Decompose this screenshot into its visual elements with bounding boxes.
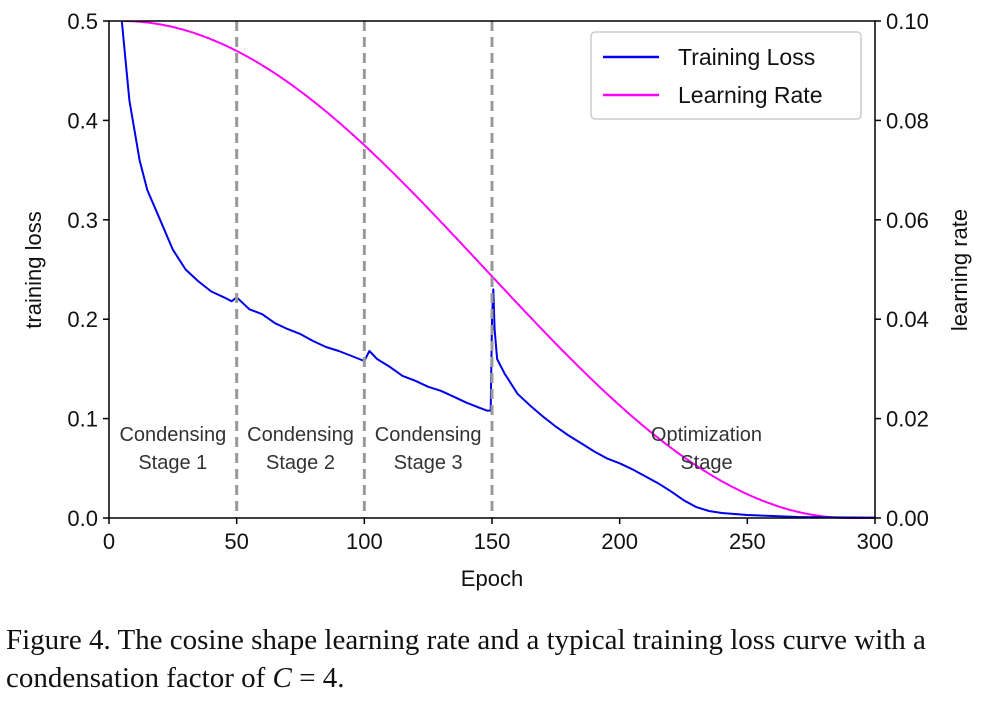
y-axis-label-right: learning rate (947, 209, 972, 331)
caption-math-tail: = 4. (291, 662, 345, 694)
x-tick-label: 300 (857, 529, 894, 554)
y-left-tick-label: 0.4 (67, 108, 98, 133)
stage-label-line1: Condensing (119, 424, 226, 446)
x-tick-label: 250 (729, 529, 766, 554)
y-left-tick-label: 0.5 (67, 9, 98, 34)
y-right-tick-label: 0.02 (886, 407, 929, 432)
legend-entry: Training Loss (678, 44, 815, 70)
y-left-tick-label: 0.3 (67, 208, 98, 233)
x-axis-label: Epoch (461, 566, 523, 591)
x-tick-label: 100 (346, 529, 383, 554)
caption-math-symbol: C (272, 662, 292, 694)
stage-label-line2: Stage 3 (394, 452, 463, 474)
chart: Condensing Stage 1 Condensing Stage 2 Conden… (21, 9, 972, 591)
y-axis-label-left: training loss (21, 211, 46, 328)
stage-label-line2: Stage (680, 452, 732, 474)
y-right-tick-label: 0.10 (886, 9, 929, 34)
stage-label-line2: Stage 1 (138, 452, 207, 474)
stage-label-line1: Optimization (651, 424, 762, 446)
x-tick-label: 0 (103, 529, 115, 554)
y-right-tick-label: 0.00 (886, 506, 929, 531)
y-left-tick-label: 0.0 (67, 506, 98, 531)
legend-entry: Learning Rate (678, 82, 823, 108)
stage-label-line2: Stage 2 (266, 452, 335, 474)
learning-rate-line (121, 21, 875, 519)
y-right-tick-label: 0.08 (886, 108, 929, 133)
y-right-tick-label: 0.06 (886, 208, 929, 233)
caption-text: Figure 4. The cosine shape learning rate… (6, 624, 926, 694)
stage-label-line1: Condensing (247, 424, 354, 446)
x-tick-label: 50 (224, 529, 248, 554)
y-right-tick-label: 0.04 (886, 307, 929, 332)
stage-label-line1: Condensing (375, 424, 482, 446)
legend-box (590, 31, 862, 120)
training-loss-line (120, 21, 875, 519)
figure-caption: Figure 4. The cosine shape learning rate… (6, 621, 978, 697)
x-tick-label: 150 (474, 529, 511, 554)
y-left-tick-label: 0.2 (67, 307, 98, 332)
y-left-tick-label: 0.1 (67, 407, 98, 432)
x-tick-label: 200 (601, 529, 638, 554)
